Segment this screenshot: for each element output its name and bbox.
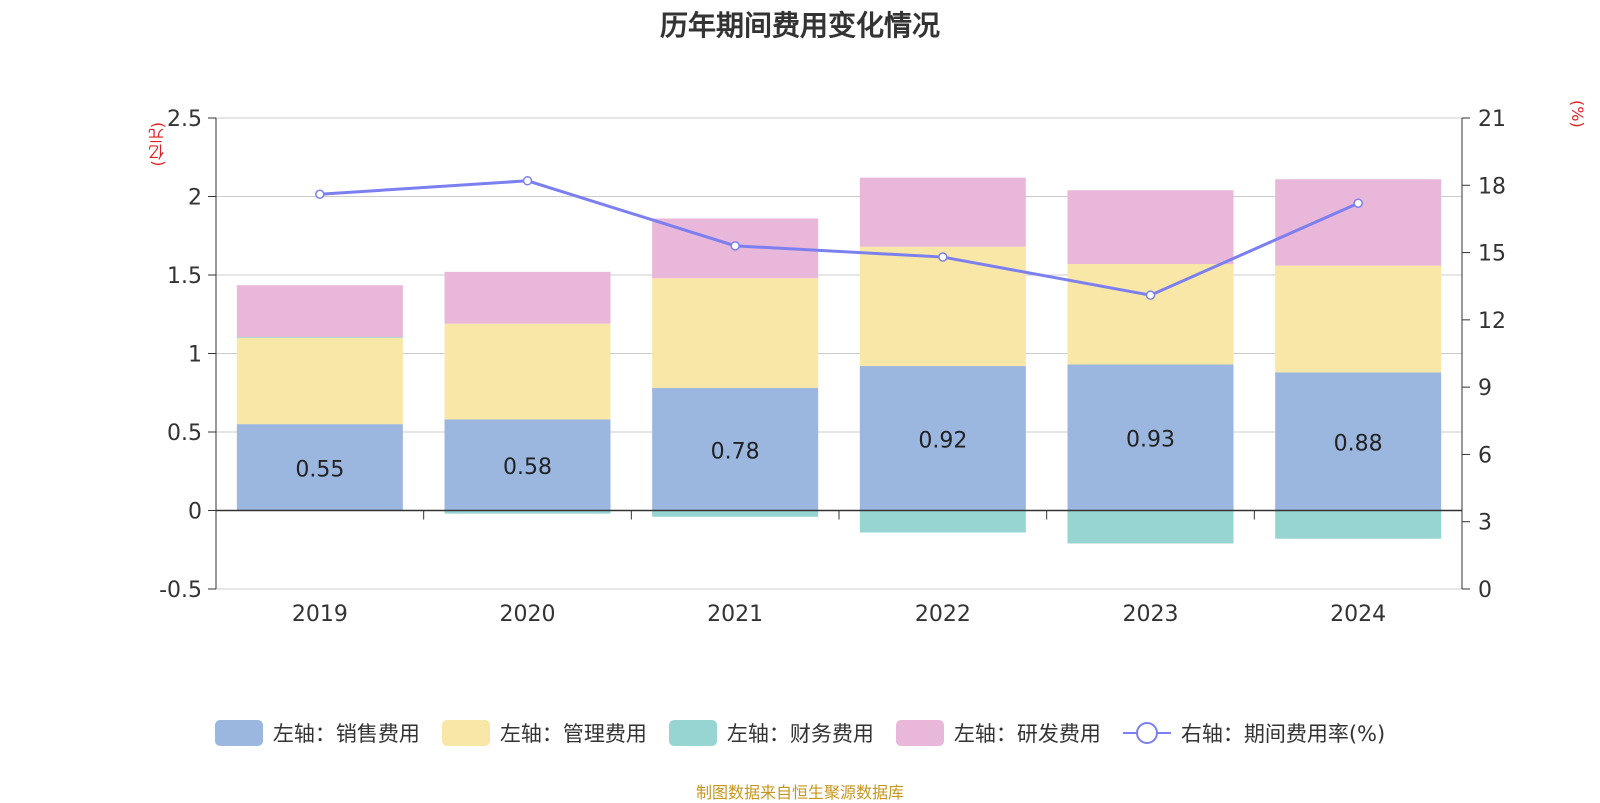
chart-plot: -0.5 0 0.5 1 1.5 2 2.5 0 3 6 9 12 15 18 21 2019 2020 2021… [159, 107, 1506, 627]
bar-s0-2022 [859, 366, 1026, 511]
right-tick-label-6: 18 [1478, 174, 1506, 199]
bar-s0-2020 [444, 419, 611, 511]
bar-s3-2022 [859, 177, 1026, 247]
bar-s3-2024 [1275, 179, 1442, 266]
data-label-sales-2022: 0.92 [918, 428, 967, 453]
bar-s3-2023 [1067, 190, 1234, 265]
bar-s1-2024 [1275, 265, 1442, 373]
bar-s0-2024 [1275, 372, 1442, 511]
bar-s2-2022 [859, 510, 1026, 533]
legend-swatch-finance [668, 720, 717, 746]
chart-title: 历年期间费用变化情况 [659, 9, 940, 42]
legend-swatch-sales [214, 720, 263, 746]
data-label-sales-2024: 0.88 [1334, 431, 1383, 456]
bar-s0-2021 [652, 388, 819, 511]
right-tick-label-0: 0 [1478, 578, 1492, 603]
rate-point-2021 [730, 241, 740, 251]
bar-s2-2020 [444, 510, 611, 514]
left-tick-label-0: -0.5 [159, 578, 202, 603]
legend-label-sales: 左轴：销售费用 [272, 722, 420, 746]
right-tick-label-5: 15 [1478, 242, 1506, 267]
legend-item-rnd[interactable]: 左轴：研发费用 [895, 718, 1101, 748]
bar-s3-2020 [444, 271, 611, 324]
legend-label-rate: 右轴：期间费用率(%) [1180, 722, 1386, 746]
left-tick-label-5: 2 [188, 186, 202, 211]
bar-s1-2021 [652, 278, 819, 389]
category-label-2023: 2023 [1123, 602, 1179, 627]
right-tick-label-1: 3 [1478, 511, 1492, 536]
rate-line [319, 179, 1359, 297]
bar-s2-2024 [1275, 510, 1442, 539]
legend-item-finance[interactable]: 左轴：财务费用 [668, 718, 874, 748]
right-tick-label-3: 9 [1478, 376, 1492, 401]
left-tick-label-3: 1 [188, 343, 202, 368]
legend: 左轴：销售费用 左轴：管理费用 左轴：财务费用 左轴：研发费用 右轴：期间费用率… [0, 718, 1600, 748]
legend-label-finance: 左轴：财务费用 [726, 722, 874, 746]
bar-s2-2019 [236, 337, 403, 338]
category-label-2019: 2019 [292, 602, 348, 627]
bar-s0-2019 [236, 424, 403, 511]
bar-s1-2023 [1067, 264, 1234, 365]
left-tick-label-4: 1.5 [167, 264, 202, 289]
legend-swatch-admin [441, 720, 490, 746]
rate-point-2023 [1145, 290, 1156, 300]
left-tick-label-6: 2.5 [167, 107, 202, 132]
right-tick-label-4: 12 [1478, 309, 1506, 334]
left-tick-label-2: 0.5 [167, 421, 202, 446]
bar-s1-2022 [859, 246, 1026, 367]
legend-line-marker-icon [1122, 722, 1171, 744]
right-axis-unit: (%) [1568, 100, 1587, 128]
source-note: 制图数据来自恒生聚源数据库 [695, 783, 904, 802]
bar-s0-2023 [1067, 364, 1234, 511]
category-label-2024: 2024 [1330, 602, 1386, 627]
data-label-sales-2023: 0.93 [1126, 427, 1175, 452]
rate-point-2024 [1353, 198, 1363, 208]
data-label-sales-2020: 0.58 [503, 455, 552, 480]
legend-label-rnd: 左轴：研发费用 [953, 722, 1101, 746]
rate-point-2019 [315, 189, 325, 200]
legend-item-sales[interactable]: 左轴：销售费用 [214, 718, 420, 748]
bar-s2-2021 [652, 510, 819, 517]
right-tick-label-7: 21 [1478, 107, 1506, 132]
legend-swatch-rnd [895, 720, 944, 746]
rate-point-2020 [522, 176, 533, 186]
right-tick-label-2: 6 [1478, 443, 1492, 468]
legend-item-rate[interactable]: 右轴：期间费用率(%) [1122, 718, 1386, 748]
left-tick-label-1: 0 [188, 500, 202, 525]
bar-s1-2019 [236, 337, 403, 425]
category-label-2020: 2020 [500, 602, 556, 627]
data-label-sales-2021: 0.78 [711, 439, 760, 464]
category-label-2021: 2021 [707, 602, 763, 627]
legend-label-admin: 左轴：管理费用 [499, 722, 647, 746]
data-label-sales-2019: 0.55 [295, 457, 344, 482]
legend-item-admin[interactable]: 左轴：管理费用 [441, 718, 647, 748]
bar-s1-2020 [444, 323, 611, 420]
bar-s2-2023 [1067, 510, 1234, 544]
bar-s3-2019 [236, 285, 403, 338]
category-label-2022: 2022 [915, 602, 971, 627]
rate-point-2022 [938, 252, 948, 262]
